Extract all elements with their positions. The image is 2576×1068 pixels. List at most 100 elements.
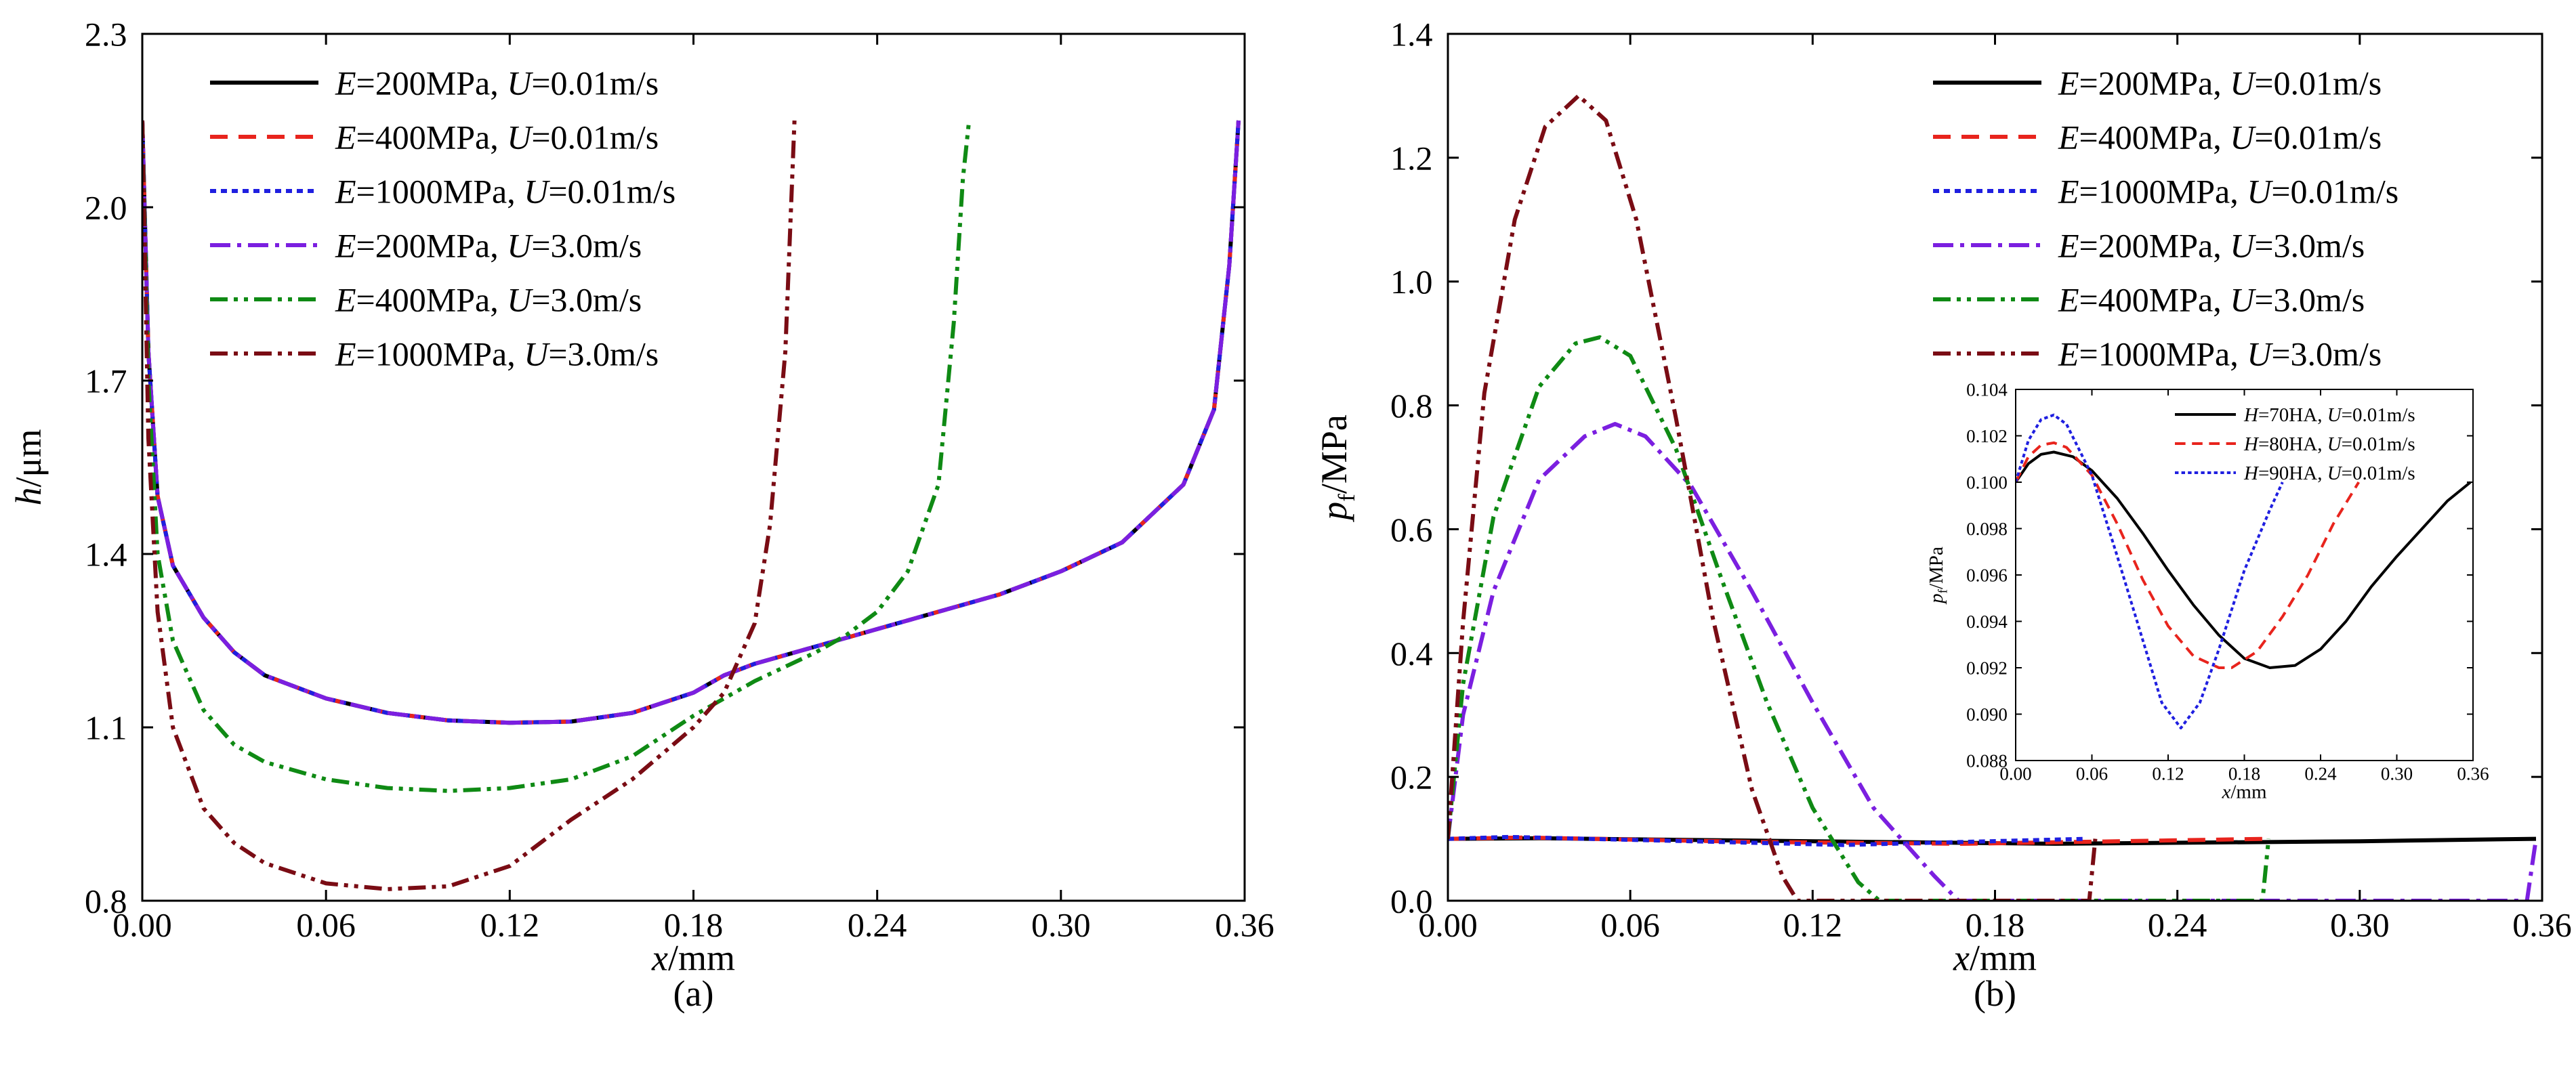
legend-item-s5: E=400MPa, U=3.0m/s bbox=[1933, 281, 2365, 319]
x-tick-label: 0.24 bbox=[848, 906, 907, 944]
y-tick-label: 0.088 bbox=[1966, 750, 2008, 771]
legend-item-i2: H=80HA, U=0.01m/s bbox=[2175, 433, 2415, 455]
x-tick-label: 0.24 bbox=[2304, 763, 2337, 784]
legend: H=70HA, U=0.01m/s H=80HA, U=0.01m/s H=90HA… bbox=[2175, 404, 2415, 484]
legend-item-s1: E=200MPa, U=0.01m/s bbox=[1933, 64, 2382, 102]
y-tick-label: 0.8 bbox=[85, 882, 127, 920]
y-axis-label: h/μm bbox=[8, 429, 49, 506]
legend-item-s4: E=200MPa, U=3.0m/s bbox=[1933, 227, 2365, 265]
series-line-s6 bbox=[142, 120, 797, 891]
legend-item-s3: E=1000MPa, U=0.01m/s bbox=[1933, 173, 2398, 211]
panel-b: 0.00 0.06 0.12 0.18 0.24 0.30 0.36 0.0 0.2 0.4 0.6… bbox=[1314, 16, 2572, 1014]
x-tick-label: 0.36 bbox=[2512, 906, 2572, 944]
y-tick-label: 1.1 bbox=[85, 709, 127, 747]
legend-label-s3: E=1000MPa, U=0.01m/s bbox=[2058, 173, 2398, 211]
legend-item-s5: E=400MPa, U=3.0m/s bbox=[210, 281, 642, 319]
x-tick-label: 0.00 bbox=[1999, 763, 2031, 784]
series-line-s2 bbox=[142, 120, 1241, 725]
x-tick-label: 0.18 bbox=[1966, 906, 2025, 944]
series-line-s4 bbox=[1448, 422, 2538, 901]
series-line-i2 bbox=[2016, 441, 2361, 669]
y-axis-label: pf/MPa bbox=[1314, 414, 1360, 523]
legend-item-s1: E=200MPa, U=0.01m/s bbox=[210, 64, 659, 102]
x-tick-label: 0.30 bbox=[2381, 763, 2413, 784]
series-line-s1 bbox=[142, 120, 1241, 725]
inset-chart: 0.00 0.06 0.12 0.18 0.24 0.30 0.36 0.088 0.090 0.… bbox=[1926, 379, 2489, 803]
x-tick-label: 0.00 bbox=[1418, 906, 1478, 944]
legend-item-i3: H=90HA, U=0.01m/s bbox=[2175, 463, 2415, 484]
legend-label-s2: E=400MPa, U=0.01m/s bbox=[2058, 119, 2382, 156]
series-line-s3 bbox=[1448, 834, 2087, 847]
legend-item-s2: E=400MPa, U=0.01m/s bbox=[210, 119, 659, 156]
x-tick-label: 0.12 bbox=[2152, 763, 2184, 784]
series-group bbox=[1448, 93, 2538, 901]
y-tick-label: 0.096 bbox=[1966, 565, 2008, 585]
legend-label-s5: E=400MPa, U=3.0m/s bbox=[335, 281, 642, 319]
x-tick-label: 0.06 bbox=[2076, 763, 2108, 784]
legend-item-s4: E=200MPa, U=3.0m/s bbox=[210, 227, 642, 265]
y-tick-label: 0.092 bbox=[1966, 658, 2008, 678]
x-axis-label: x/mm bbox=[2221, 781, 2266, 803]
y-tick-label: 0.102 bbox=[1966, 426, 2008, 446]
legend-label-i3: H=90HA, U=0.01m/s bbox=[2243, 463, 2415, 484]
y-tick-label: 0.090 bbox=[1966, 704, 2008, 725]
legend-item-s6: E=1000MPa, U=3.0m/s bbox=[210, 335, 659, 373]
legend-label-s1: E=200MPa, U=0.01m/s bbox=[335, 64, 659, 102]
y-tick-label: 0.104 bbox=[1966, 379, 2008, 400]
panel-caption: (b) bbox=[1974, 973, 2016, 1014]
legend-item-s6: E=1000MPa, U=3.0m/s bbox=[1933, 335, 2382, 373]
panel-a: 0.00 0.06 0.12 0.18 0.24 0.30 0.36 0.8 1.1 1.4 1.7… bbox=[8, 16, 1274, 1014]
series-line-i3 bbox=[2016, 413, 2284, 729]
series-line-s5 bbox=[1448, 335, 2271, 901]
x-axis-label: x/mm bbox=[651, 938, 735, 979]
y-tick-label: 2.0 bbox=[85, 189, 127, 227]
x-tick-label: 0.30 bbox=[1031, 906, 1091, 944]
legend: E=200MPa, U=0.01m/s E=400MPa, U=0.01m/s E=… bbox=[1933, 64, 2398, 373]
y-tick-label: 1.4 bbox=[85, 536, 127, 574]
y-tick-label: 0.100 bbox=[1966, 472, 2008, 492]
legend-label-i2: H=80HA, U=0.01m/s bbox=[2243, 433, 2415, 455]
y-tick-label: 0.8 bbox=[1390, 387, 1433, 425]
legend: E=200MPa, U=0.01m/s E=400MPa, U=0.01m/s E=… bbox=[210, 64, 676, 373]
y-tick-label: 0.4 bbox=[1390, 635, 1433, 672]
plot-frame bbox=[141, 33, 1246, 902]
legend-label-s3: E=1000MPa, U=0.01m/s bbox=[335, 173, 676, 211]
y-tick-label: 1.2 bbox=[1390, 139, 1433, 177]
x-axis-label: x/mm bbox=[1953, 938, 2037, 979]
series-line-s3 bbox=[142, 120, 1241, 725]
y-tick-label: 0.098 bbox=[1966, 519, 2008, 539]
y-tick-label: 0.094 bbox=[1966, 612, 2008, 632]
legend-label-s6: E=1000MPa, U=3.0m/s bbox=[2058, 335, 2382, 373]
panel-caption: (a) bbox=[673, 973, 714, 1014]
legend-label-s5: E=400MPa, U=3.0m/s bbox=[2058, 281, 2365, 319]
series-line-s5 bbox=[142, 120, 972, 793]
x-tick-label: 0.18 bbox=[2228, 763, 2260, 784]
legend-label-s1: E=200MPa, U=0.01m/s bbox=[2058, 64, 2382, 102]
x-tick-label: 0.36 bbox=[2457, 763, 2489, 784]
x-tick-label: 0.18 bbox=[664, 906, 724, 944]
series-line-s4 bbox=[142, 120, 1241, 725]
series-line-i1 bbox=[2016, 450, 2472, 669]
legend-label-i1: H=70HA, U=0.01m/s bbox=[2243, 404, 2415, 426]
x-tick-label: 0.06 bbox=[1600, 906, 1660, 944]
x-tick-label: 0.12 bbox=[480, 906, 540, 944]
x-tick-label: 0.06 bbox=[296, 906, 356, 944]
y-tick-label: 1.4 bbox=[1390, 16, 1433, 54]
legend-label-s6: E=1000MPa, U=3.0m/s bbox=[335, 335, 659, 373]
legend-label-s4: E=200MPa, U=3.0m/s bbox=[2058, 227, 2365, 265]
y-axis-label: pf/MPa bbox=[1926, 547, 1950, 605]
series-line-s6 bbox=[1448, 93, 2098, 901]
x-tick-label: 0.24 bbox=[2148, 906, 2207, 944]
y-tick-label: 0.2 bbox=[1390, 759, 1433, 796]
x-tick-label: 0.00 bbox=[112, 906, 172, 944]
y-tick-label: 2.3 bbox=[85, 16, 127, 54]
inset-background bbox=[2016, 389, 2473, 761]
legend-item-s3: E=1000MPa, U=0.01m/s bbox=[210, 173, 676, 211]
series-group bbox=[142, 120, 1241, 891]
y-tick-label: 1.0 bbox=[1390, 263, 1433, 301]
series-group bbox=[2016, 413, 2472, 729]
legend-item-i1: H=70HA, U=0.01m/s bbox=[2175, 404, 2415, 426]
legend-label-s4: E=200MPa, U=3.0m/s bbox=[335, 227, 642, 265]
legend-label-s2: E=400MPa, U=0.01m/s bbox=[335, 119, 659, 156]
y-tick-label: 1.7 bbox=[85, 362, 127, 400]
